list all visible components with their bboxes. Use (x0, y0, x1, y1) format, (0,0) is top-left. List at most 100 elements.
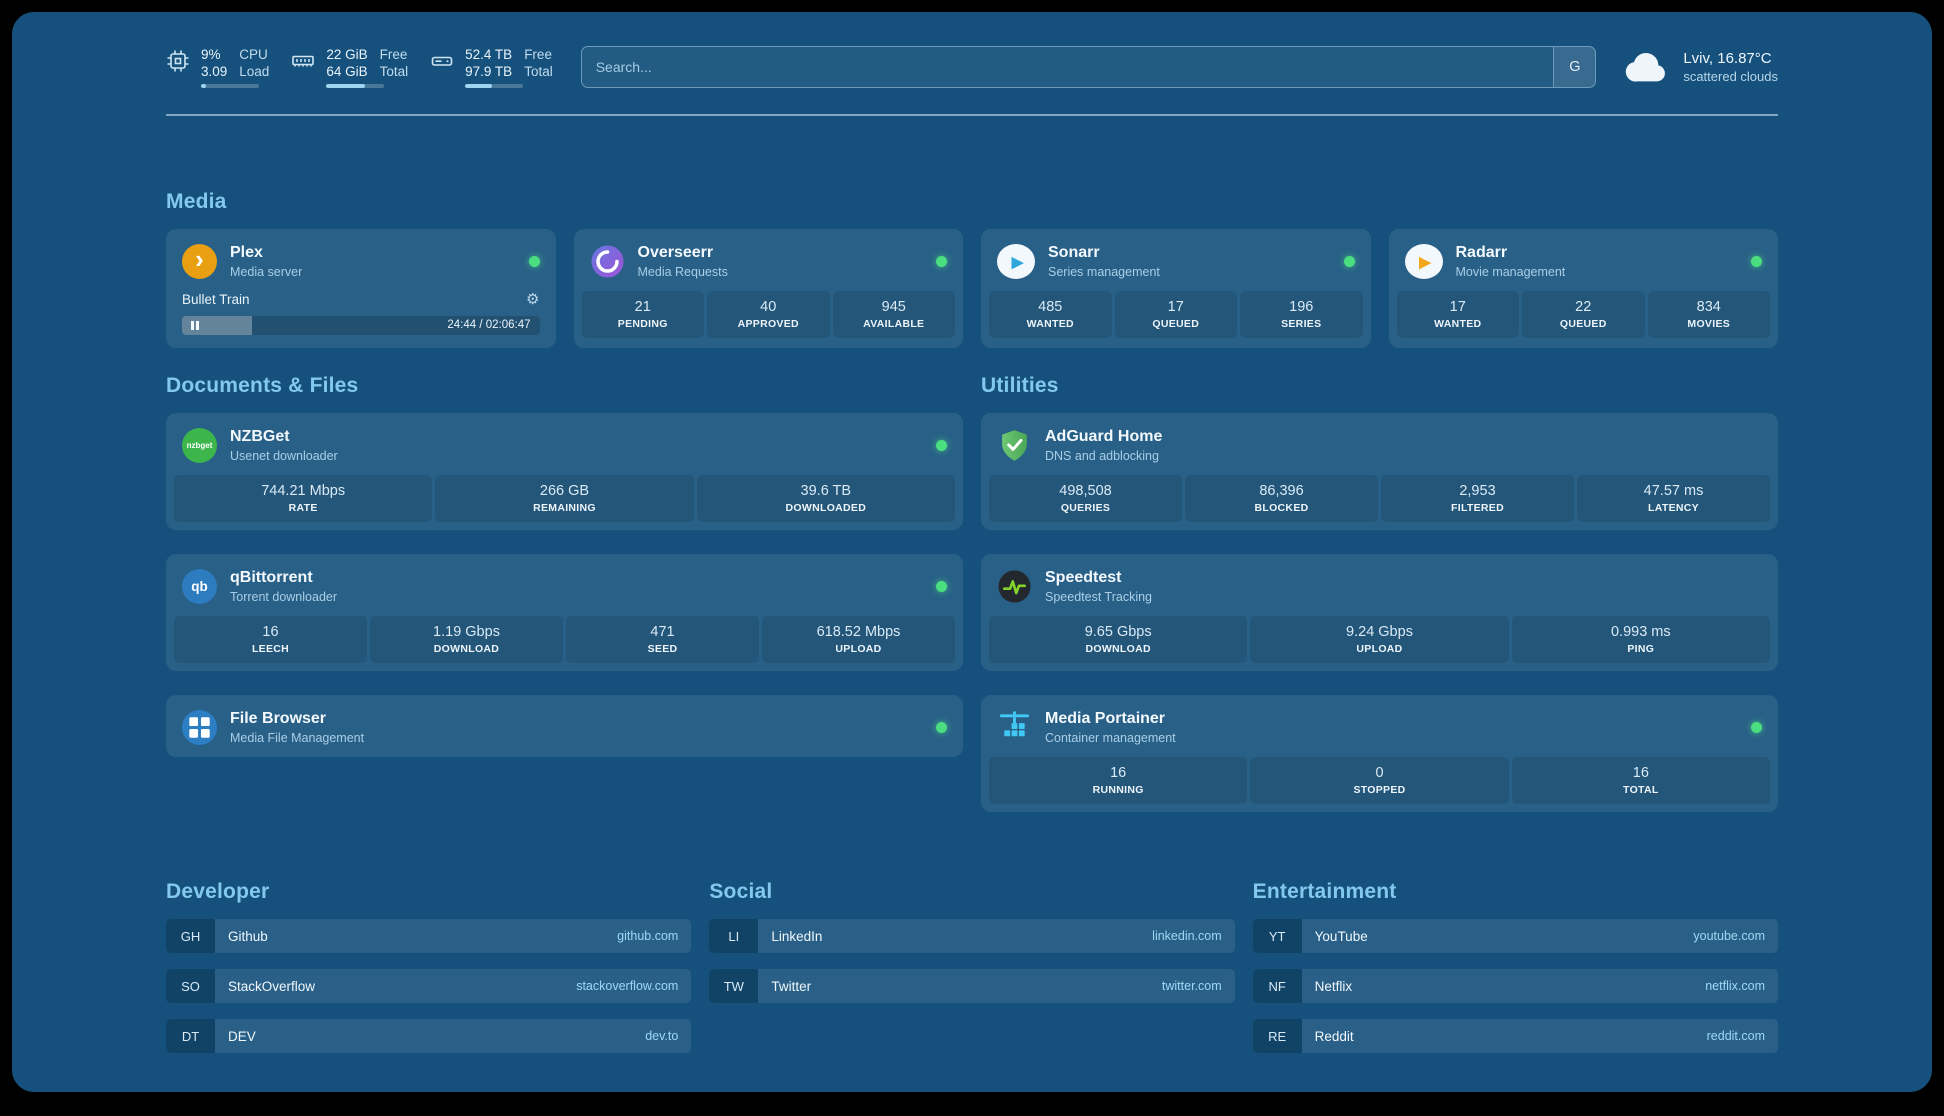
bookmark-abbr: RE (1252, 1019, 1302, 1053)
bookmark-reddit[interactable]: RE Reddit reddit.com (1252, 1019, 1778, 1053)
card-portainer: Media Portainer Container management 16 R… (981, 695, 1778, 812)
bookmark-domain: dev.to (645, 1029, 679, 1043)
resource-widget-disk: 52.4 TB Free 97.9 TB Total (430, 46, 553, 88)
cpu-load-label: Load (239, 64, 270, 79)
stat-stopped: 0 STOPPED (1250, 757, 1509, 804)
speedtest-icon (997, 569, 1032, 604)
stat-download: 1.19 Gbps DOWNLOAD (370, 616, 563, 663)
stat-remaining: 266 GB REMAINING (435, 475, 694, 522)
bookmark-linkedin[interactable]: LI LinkedIn linkedin.com (709, 919, 1235, 953)
bookmark-domain: stackoverflow.com (576, 979, 679, 993)
status-dot (936, 581, 947, 592)
adguard-shield-icon (997, 428, 1032, 463)
bookmark-group-developer: Developer GH Github github.com SO StackOv… (166, 880, 692, 1053)
filebrowser-icon (182, 710, 217, 745)
service-name: Speedtest (1045, 569, 1122, 587)
pause-button[interactable] (191, 321, 199, 330)
playback-time: 24:44 / 02:06:47 (447, 319, 531, 331)
card-adguard: AdGuard Home DNS and adblocking 498,508 Q… (981, 413, 1778, 530)
radarr-service-link[interactable]: ▶ Radarr Movie management (1389, 229, 1779, 291)
stat-series: 196 SERIES (1240, 291, 1363, 338)
cloud-icon (1626, 52, 1666, 82)
bookmark-group-title: Developer (166, 880, 270, 903)
stat-downloaded: 39.6 TB DOWNLOADED (696, 475, 955, 522)
weather-widget: Lviv, 16.87°C scattered clouds (1624, 50, 1778, 84)
bookmark-group-title: Social (709, 880, 773, 903)
stat-leech: 16 LEECH (174, 616, 367, 663)
header: 9% CPU 3.09 Load 22 GiB Free 64 GiB Tota… (166, 46, 1778, 88)
card-speedtest: Speedtest Speedtest Tracking 9.65 Gbps DO… (981, 554, 1778, 671)
plex-service-link[interactable]: › Plex Media server (166, 229, 556, 291)
search-input[interactable] (581, 47, 1554, 87)
stat-wanted: 17 WANTED (1396, 291, 1519, 338)
stat-upload: 9.24 Gbps UPLOAD (1250, 616, 1509, 663)
service-name: File Browser (230, 710, 327, 728)
bookmark-domain: linkedin.com (1152, 929, 1222, 943)
qbittorrent-service-link[interactable]: qb qBittorrent Torrent downloader (166, 554, 963, 616)
resource-widget-memory: 22 GiB Free 64 GiB Total (291, 46, 408, 88)
service-name: qBittorrent (230, 569, 313, 587)
bookmark-github[interactable]: GH Github github.com (166, 919, 692, 953)
memory-usage-bar (326, 84, 385, 88)
speedtest-service-link[interactable]: Speedtest Speedtest Tracking (981, 554, 1778, 616)
card-sonarr: ▶ Sonarr Series management 485 WANTED 17 Q… (981, 229, 1371, 348)
resource-widget-cpu: 9% CPU 3.09 Load (166, 46, 269, 88)
status-dot (528, 256, 540, 267)
bookmark-group-social: Social LI LinkedIn linkedin.com TW Twitte… (709, 880, 1235, 1003)
memory-total-label: Total (379, 64, 409, 79)
status-dot (936, 256, 947, 267)
disk-usage-bar (465, 84, 524, 88)
service-name: Radarr (1455, 244, 1508, 262)
gear-icon[interactable]: ⚙ (526, 291, 540, 308)
disk-free-label: Free (524, 47, 552, 62)
cpu-load-value: 3.09 (201, 64, 228, 79)
overseerr-icon (590, 244, 625, 279)
status-dot (1751, 256, 1762, 267)
bookmark-name: Twitter (771, 978, 812, 994)
sonarr-icon: ▶ (997, 244, 1035, 279)
portainer-crane-icon (997, 710, 1032, 745)
plex-icon: › (182, 244, 217, 279)
service-subtitle: Series management (1048, 264, 1160, 279)
stat-queued: 22 QUEUED (1522, 291, 1645, 338)
bookmark-dev[interactable]: DT DEV dev.to (166, 1019, 692, 1053)
sonarr-service-link[interactable]: ▶ Sonarr Series management (981, 229, 1371, 291)
qbittorrent-icon: qb (182, 569, 217, 604)
overseerr-service-link[interactable]: Overseerr Media Requests (574, 229, 964, 291)
search-provider-button[interactable]: G (1553, 47, 1596, 87)
adguard-service-link[interactable]: AdGuard Home DNS and adblocking (981, 413, 1778, 475)
section-title-utilities: Utilities (981, 374, 1059, 397)
stat-pending: 21 PENDING (581, 291, 704, 338)
bookmark-group-entertainment: Entertainment YT YouTube youtube.com NF N… (1252, 880, 1778, 1053)
bookmark-name: Netflix (1314, 978, 1353, 994)
cpu-usage-bar (201, 84, 259, 88)
service-subtitle: Container management (1045, 730, 1176, 745)
status-dot (936, 440, 947, 451)
stat-total: 16 TOTAL (1511, 757, 1770, 804)
stat-seed: 471 SEED (566, 616, 759, 663)
filebrowser-service-link[interactable]: File Browser Media File Management (166, 695, 963, 757)
playback-progress-bar[interactable]: 24:44 / 02:06:47 (182, 316, 540, 335)
bookmark-twitter[interactable]: TW Twitter twitter.com (709, 969, 1235, 1003)
bookmark-name: YouTube (1314, 928, 1368, 944)
card-radarr: ▶ Radarr Movie management 17 WANTED 22 QUE… (1388, 229, 1779, 348)
service-subtitle: Torrent downloader (230, 589, 338, 604)
portainer-service-link[interactable]: Media Portainer Container management (981, 695, 1778, 757)
stat-running: 16 RUNNING (989, 757, 1248, 804)
now-playing-title: Bullet Train (182, 292, 250, 307)
stat-wanted: 485 WANTED (989, 291, 1112, 338)
bookmark-netflix[interactable]: NF Netflix netflix.com (1252, 969, 1778, 1003)
bookmark-abbr: GH (166, 919, 215, 953)
bookmark-abbr: NF (1252, 969, 1302, 1003)
cpu-icon (167, 50, 189, 72)
bookmark-youtube[interactable]: YT YouTube youtube.com (1252, 919, 1778, 953)
service-subtitle: Usenet downloader (230, 448, 338, 463)
nzbget-service-link[interactable]: nzbget NZBGet Usenet downloader (166, 413, 963, 475)
section-documents: Documents & Files nzbget NZBGet Usenet d… (166, 374, 963, 812)
service-subtitle: DNS and adblocking (1045, 448, 1159, 463)
bookmark-stackoverflow[interactable]: SO StackOverflow stackoverflow.com (166, 969, 692, 1003)
disk-icon (431, 56, 453, 66)
stat-approved: 40 APPROVED (707, 291, 830, 338)
bookmark-name: Github (228, 928, 268, 944)
service-subtitle: Media File Management (230, 730, 365, 745)
